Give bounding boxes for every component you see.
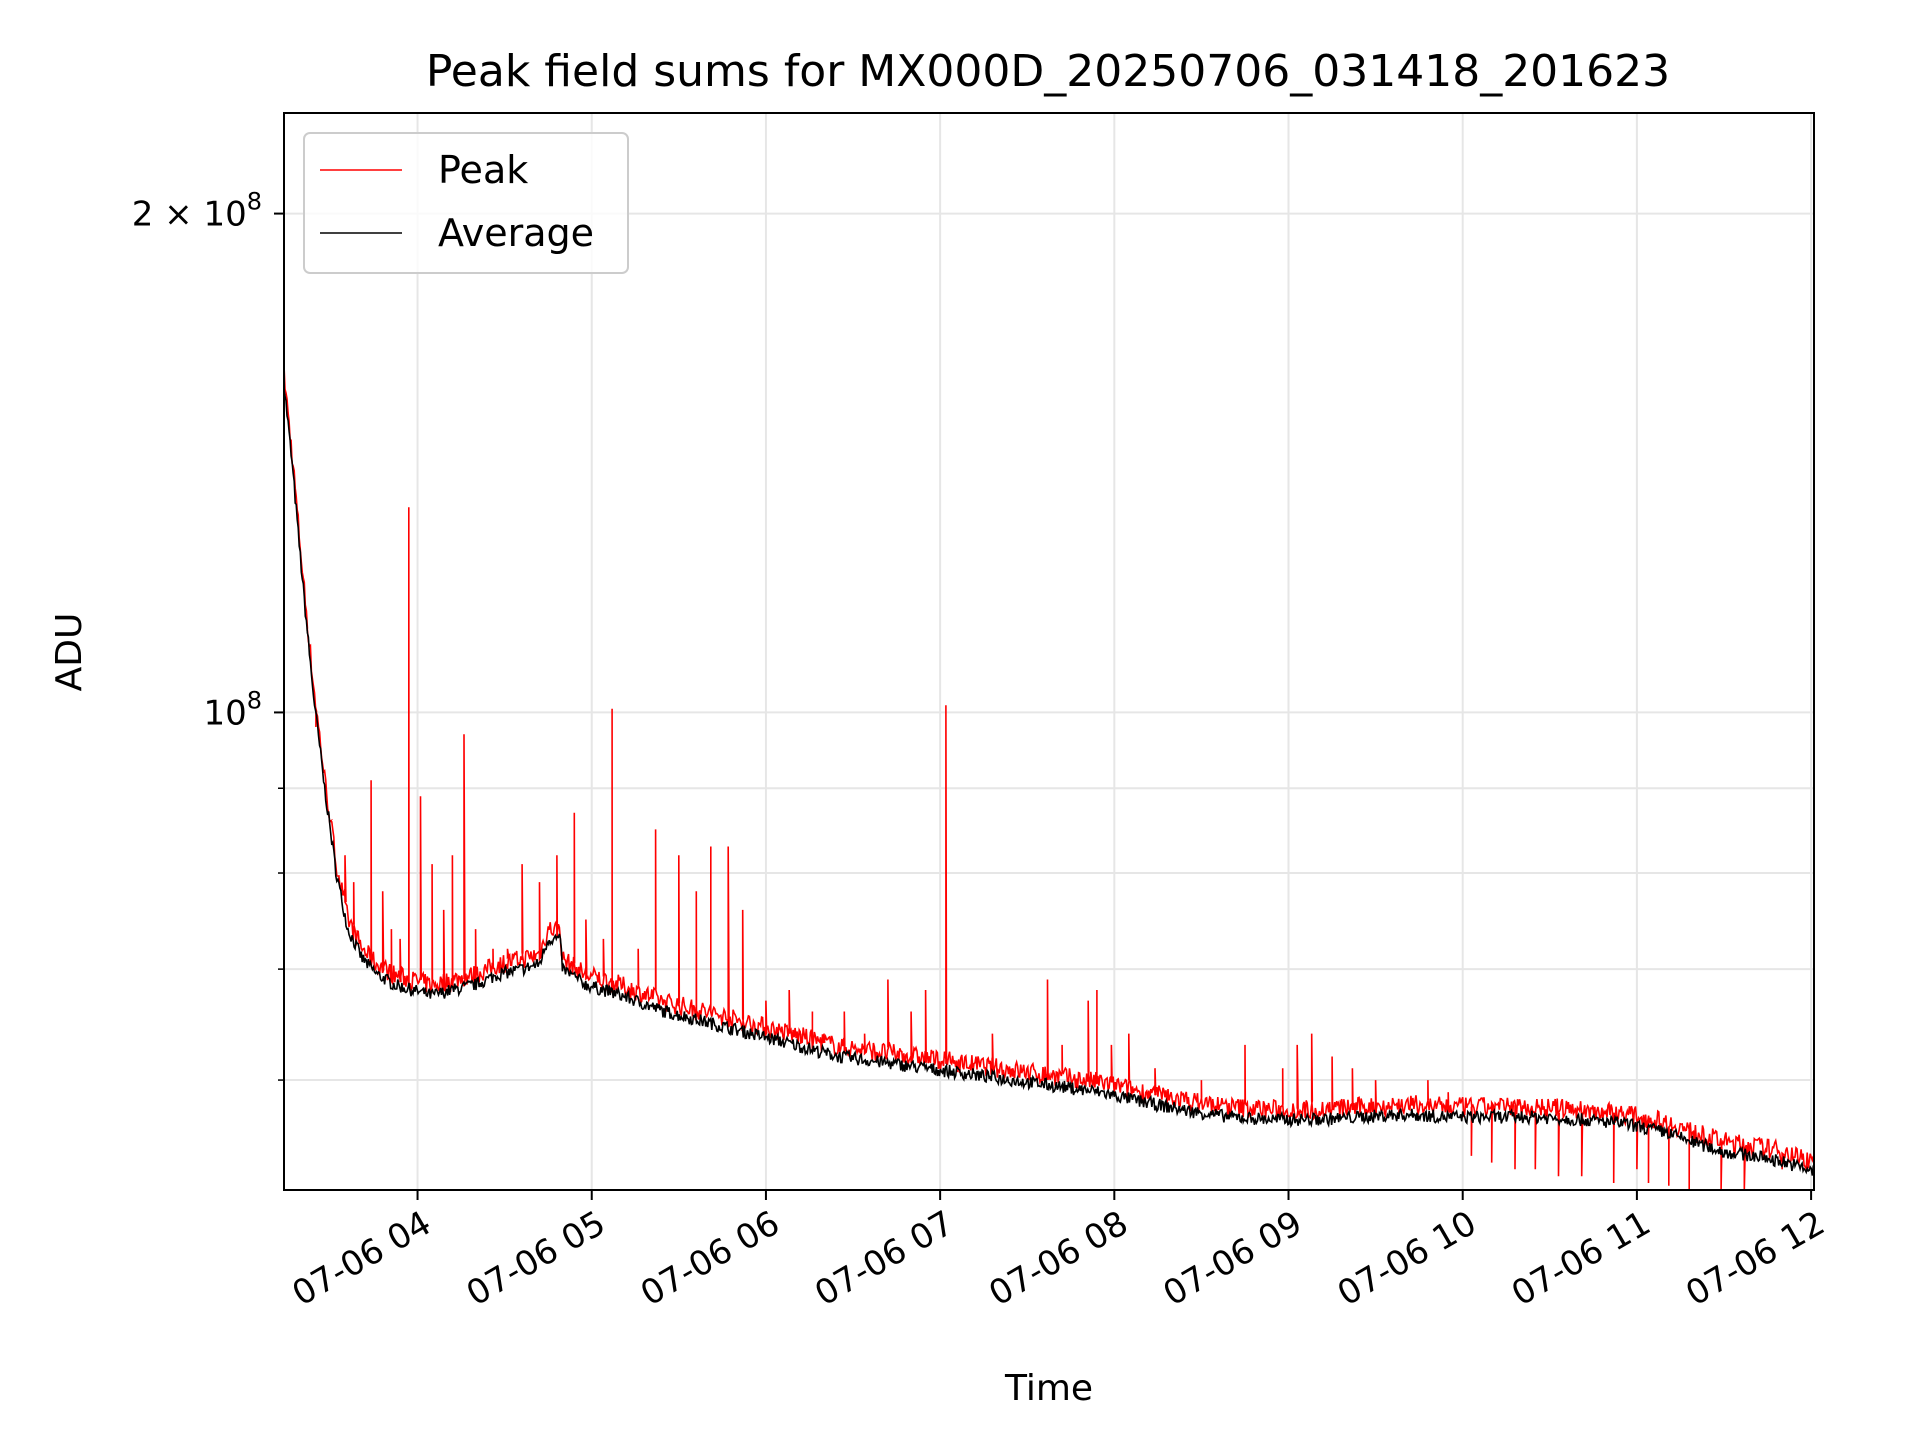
y-axis-label: ADU (49, 613, 90, 692)
series-line-average (284, 389, 1814, 1176)
grid-layer (284, 113, 1814, 1190)
legend-label-average: Average (438, 211, 594, 255)
plot-area (284, 364, 1814, 1190)
chart-title: Peak field sums for MX000D_20250706_0314… (426, 46, 1670, 97)
legend: Peak Average (303, 132, 629, 274)
x-axis-label: Time (1004, 1368, 1093, 1409)
legend-label-peak: Peak (438, 148, 528, 192)
y-tick-label: 2 × 108 (132, 188, 262, 235)
axes-frame (283, 112, 1815, 1191)
y-tick-label: 108 (203, 686, 262, 733)
legend-box (303, 132, 629, 274)
series-line-peak (284, 364, 1814, 1190)
y-axis: 108 2 × 108 (132, 188, 284, 1081)
